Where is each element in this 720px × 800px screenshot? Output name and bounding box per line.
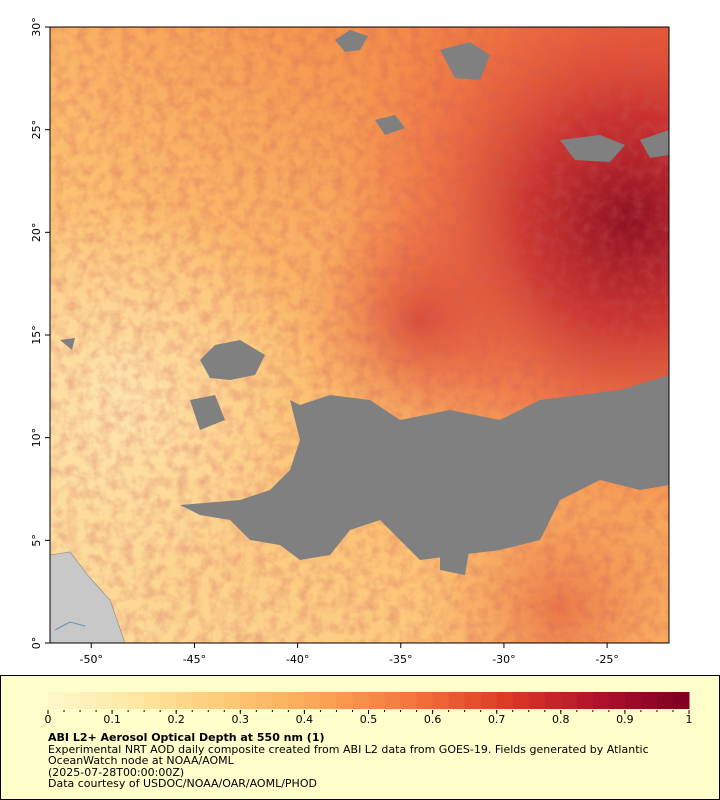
colorbar-swatch: [512, 692, 530, 709]
colorbar-swatch: [352, 692, 369, 709]
colorbar-swatch: [560, 692, 578, 709]
colorbar-swatch: [336, 692, 353, 709]
caption: ABI L2+ Aerosol Optical Depth at 550 nm …: [48, 732, 678, 790]
colorbar-swatch: [224, 692, 241, 709]
colorbar-swatch: [496, 692, 514, 709]
caption-title: ABI L2+ Aerosol Optical Depth at 550 nm …: [48, 731, 325, 744]
colorbar-swatch: [480, 692, 498, 709]
colorbar-swatch: [608, 692, 626, 709]
colorbar-swatch: [528, 692, 546, 709]
colorbar-swatch: [176, 692, 193, 709]
colorbar-swatch: [48, 692, 65, 709]
colorbar-swatch: [384, 692, 402, 709]
colorbar-tick-label: 0.8: [552, 713, 570, 726]
colorbar-swatch: [448, 692, 466, 709]
colorbar-swatch: [464, 692, 482, 709]
y-tick-label: 25°: [30, 120, 43, 140]
y-tick-label: 0°: [30, 637, 43, 650]
x-tick-label: -30°: [492, 653, 515, 666]
caption-time: (2025-07-28T00:00:00Z): [48, 765, 185, 779]
colorbar-swatch: [208, 692, 225, 709]
colorbar-tick-label: 0: [45, 713, 52, 726]
colorbar-swatch: [96, 692, 113, 709]
y-tick-label: 5°: [30, 534, 43, 547]
colorbar-swatch: [144, 692, 161, 709]
y-tick-label: 15°: [30, 325, 43, 345]
river: [54, 621, 86, 631]
x-tick-label: -40°: [286, 653, 309, 666]
land: [50, 551, 126, 643]
colorbar-swatch: [256, 692, 273, 709]
y-tick-label: 30°: [30, 17, 43, 37]
colorbar-swatch: [656, 692, 674, 709]
colorbar-swatch: [128, 692, 145, 709]
colorbar-swatch: [624, 692, 642, 709]
colorbar-tick-label: 0.9: [616, 713, 634, 726]
colorbar-swatch: [80, 692, 97, 709]
map-figure: -50° -45° -40° -35° -30° -25° 0° 5° 10° 15° 20° 25°…: [30, 17, 670, 666]
colorbar-tick-label: 0.2: [167, 713, 185, 726]
colorbar-tick-label: 0.7: [488, 713, 506, 726]
x-tick-label: -25°: [595, 653, 618, 666]
y-tick-label: 10°: [30, 428, 43, 448]
colorbar-tick-label: 1: [686, 713, 693, 726]
colorbar-swatch: [368, 692, 386, 709]
colorbar-swatch: [304, 692, 321, 709]
x-tick-label: -50°: [80, 653, 103, 666]
colorbar-swatch: [416, 692, 434, 709]
y-tick-label: 20°: [30, 223, 43, 243]
colorbar-swatch: [544, 692, 562, 709]
colorbar: 0 0.1 0.2 0.3 0.4 0.5 0.6 0.7 0.8 0.9 1: [45, 692, 693, 726]
colorbar-swatch: [576, 692, 594, 709]
colorbar-swatch: [672, 692, 690, 709]
colorbar-tick-label: 0.6: [424, 713, 442, 726]
colorbar-swatch: [160, 692, 177, 709]
colorbar-swatch: [112, 692, 129, 709]
colorbar-swatch: [432, 692, 450, 709]
colorbar-tick-label: 0.4: [296, 713, 314, 726]
colorbar-tick-label: 0.1: [103, 713, 121, 726]
aod-field: [50, 27, 669, 643]
colorbar-swatch: [640, 692, 658, 709]
colorbar-swatch: [64, 692, 81, 709]
caption-description: Experimental NRT AOD daily composite cre…: [48, 742, 649, 767]
x-tick-label: -45°: [183, 653, 206, 666]
colorbar-tick-label: 0.5: [360, 713, 378, 726]
colorbar-swatch: [192, 692, 209, 709]
colorbar-swatch: [240, 692, 257, 709]
colorbar-swatch: [288, 692, 305, 709]
caption-credit: Data courtesy of USDOC/NOAA/OAR/AOML/PHO…: [48, 777, 317, 790]
no-data: [60, 30, 669, 575]
x-tick-label: -35°: [389, 653, 412, 666]
colorbar-swatch: [320, 692, 337, 709]
colorbar-swatch: [400, 692, 418, 709]
colorbar-swatch: [272, 692, 289, 709]
colorbar-swatch: [592, 692, 610, 709]
colorbar-tick-label: 0.3: [232, 713, 250, 726]
